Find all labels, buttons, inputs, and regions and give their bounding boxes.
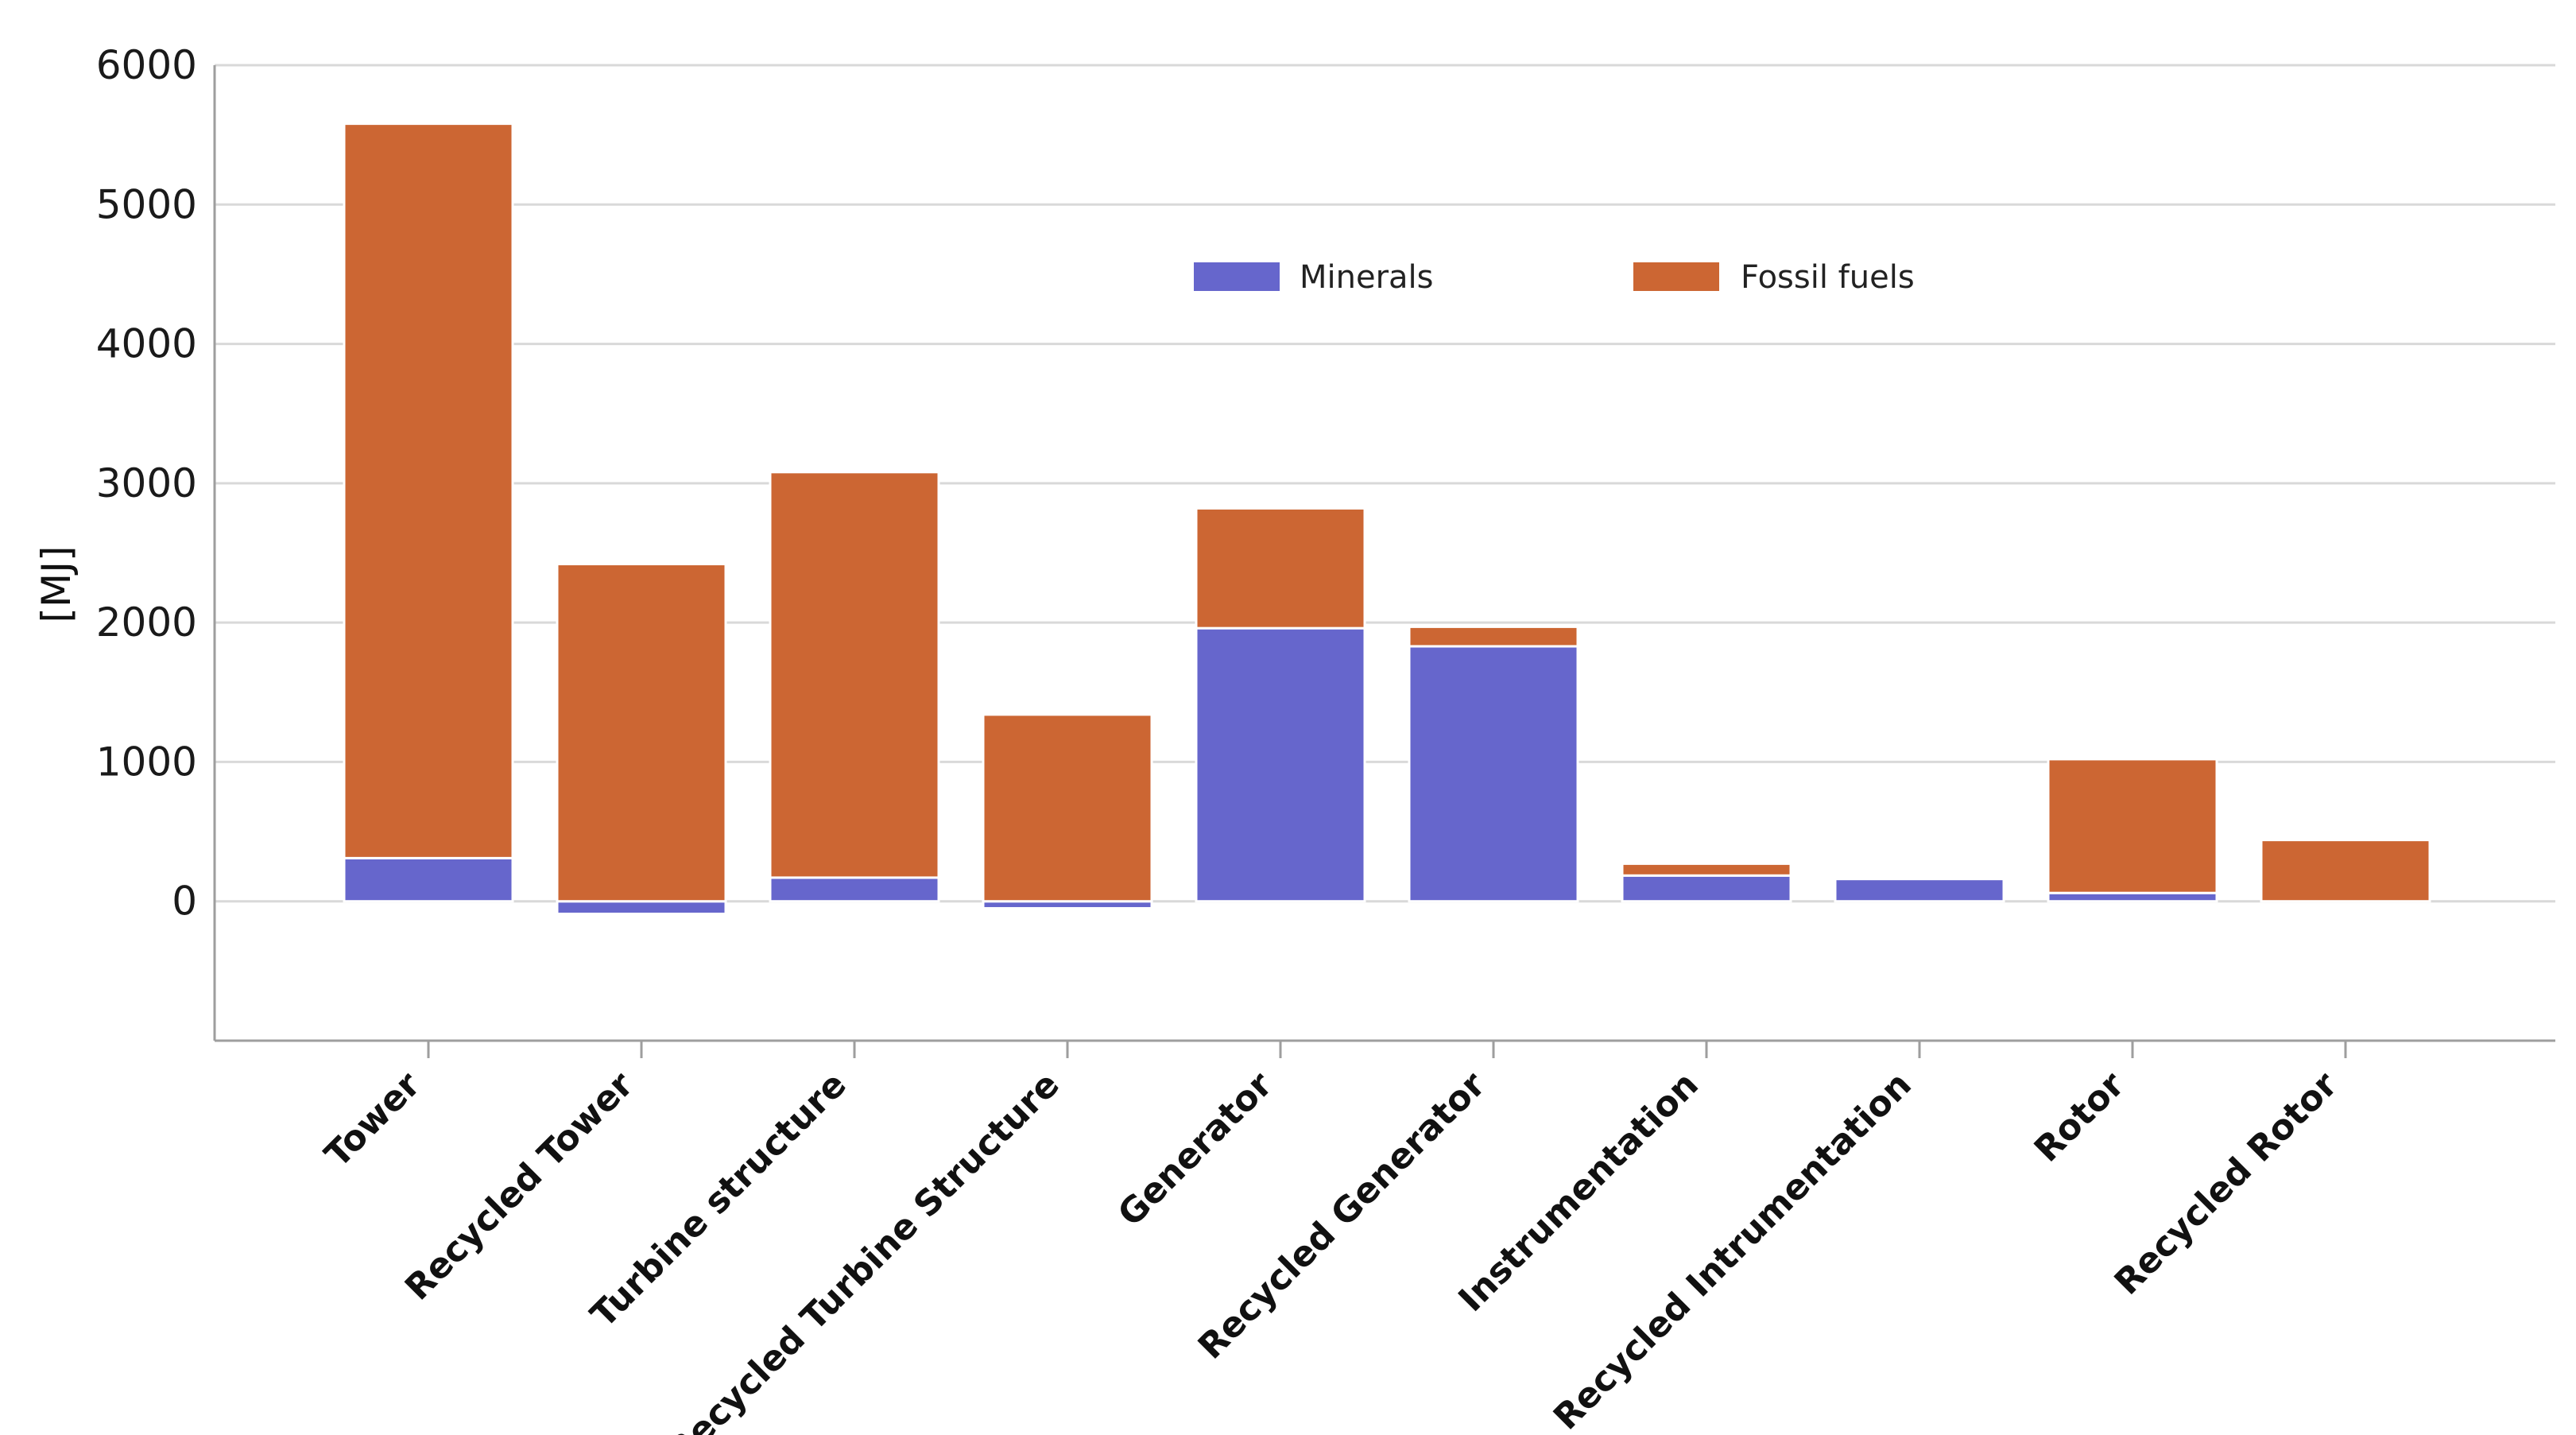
x-category-label-rotor: Rotor [2027, 1065, 2132, 1170]
bar-fossil-fuels-recycled-generator [1408, 625, 1579, 648]
bar-minerals-recycled-intrumentation [1834, 878, 2005, 903]
y-tick-label: 5000 [96, 181, 197, 227]
bar-minerals-recycled-generator [1408, 645, 1579, 903]
legend: Minerals Fossil fuels [1194, 259, 1915, 296]
y-tick-label: 3000 [96, 460, 197, 506]
bar-minerals-rotor [2047, 891, 2218, 903]
bar-minerals-recycled-tower [556, 900, 727, 915]
bar-fossil-fuels-generator [1195, 506, 1366, 630]
legend-swatch-minerals [1194, 262, 1280, 291]
y-axis-title: [MJ] [33, 546, 79, 623]
y-tick-label: 2000 [96, 599, 197, 646]
x-category-label-instrumentation: Instrumentation [1451, 1065, 1706, 1320]
bar-fossil-fuels-instrumentation [1621, 862, 1792, 877]
x-category-label-recycled-rotor: Recycled Rotor [2107, 1065, 2346, 1303]
legend-label-minerals: Minerals [1300, 259, 1434, 296]
bar-fossil-fuels-turbine-structure [769, 471, 940, 879]
bar-minerals-instrumentation [1621, 874, 1792, 903]
y-tick-label: 0 [172, 878, 197, 925]
bar-fossil-fuels-recycled-turbine-structure [982, 713, 1153, 903]
x-category-label-recycled-tower: Recycled Tower [397, 1065, 641, 1309]
y-tick-label: 4000 [96, 321, 197, 367]
bar-minerals-turbine-structure [769, 876, 940, 903]
bar-minerals-generator [1195, 626, 1366, 903]
x-category-label-tower: Tower [317, 1065, 428, 1176]
legend-swatch-fossil-fuels [1633, 262, 1719, 291]
legend-label-fossil-fuels: Fossil fuels [1741, 259, 1915, 296]
y-tick-label: 6000 [96, 42, 197, 88]
bar-minerals-tower [343, 856, 514, 903]
axes [213, 65, 2555, 1058]
bars [343, 122, 2431, 915]
bar-fossil-fuels-recycled-rotor [2260, 839, 2431, 903]
bar-fossil-fuels-tower [343, 122, 514, 859]
x-category-label-recycled-intrumentation: Recycled Intrumentation [1546, 1065, 1919, 1435]
bar-fossil-fuels-rotor [2047, 758, 2218, 894]
y-tick-labels: 0 1000 2000 3000 4000 5000 6000 [96, 42, 197, 925]
y-tick-label: 1000 [96, 739, 197, 785]
x-category-label-recycled-turbine-structure: Recycled Turbine Structure [660, 1065, 1067, 1435]
x-category-label-generator: Generator [1110, 1065, 1280, 1235]
bar-fossil-fuels-recycled-tower [556, 563, 727, 903]
